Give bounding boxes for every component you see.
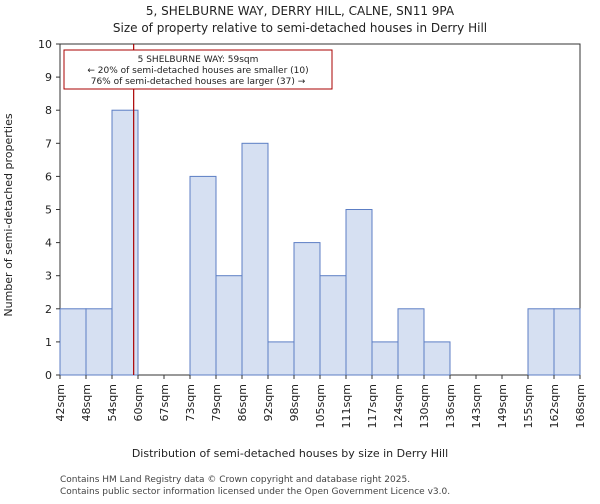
y-axis-label: Number of semi-detached properties	[2, 113, 15, 316]
bar-155sqm	[527, 308, 555, 376]
x-tick-label: 73sqm	[184, 384, 197, 421]
bar-48sqm	[85, 308, 113, 376]
x-tick-label: 98sqm	[288, 384, 301, 421]
annotation-line-2: ← 20% of semi-detached houses are smalle…	[87, 66, 308, 76]
annotation-box: 5 SHELBURNE WAY: 59sqm ← 20% of semi-det…	[63, 49, 333, 90]
x-tick-label: 117sqm	[366, 384, 379, 428]
x-tick-label: 79sqm	[210, 384, 223, 421]
annotation-line-3: 76% of semi-detached houses are larger (…	[91, 77, 306, 87]
x-tick-label: 143sqm	[470, 384, 483, 428]
x-tick-label: 162sqm	[548, 384, 561, 428]
x-tick-label: 124sqm	[392, 384, 405, 428]
bar-162sqm	[553, 308, 581, 376]
x-axis-ticks: 42sqm 48sqm 54sqm 60sqm 67sqm 73sqm 79sqm 86sqm…	[54, 375, 587, 428]
x-tick-label: 54sqm	[106, 384, 119, 421]
y-tick-label: 9	[45, 71, 52, 84]
x-tick-label: 155sqm	[522, 384, 535, 428]
x-tick-label: 42sqm	[54, 384, 67, 421]
bar-79sqm	[215, 275, 243, 376]
x-tick-label: 92sqm	[262, 384, 275, 421]
bar-98sqm	[293, 242, 321, 376]
x-tick-label: 149sqm	[496, 384, 509, 428]
x-tick-label: 60sqm	[132, 384, 145, 421]
y-tick-label: 5	[45, 204, 52, 217]
y-axis-ticks: 0 1 2 3 4 5 6 7 8 9 10	[38, 38, 60, 382]
bar-42sqm	[59, 308, 87, 376]
footer-line-2: Contains public sector information licen…	[60, 487, 450, 497]
y-tick-label: 10	[38, 38, 52, 51]
x-tick-label: 168sqm	[574, 384, 587, 428]
bar-73sqm	[189, 175, 217, 376]
x-tick-label: 136sqm	[444, 384, 457, 428]
x-axis-label: Distribution of semi-detached houses by …	[132, 447, 448, 460]
chart-title: 5, SHELBURNE WAY, DERRY HILL, CALNE, SN1…	[146, 4, 455, 18]
y-tick-label: 1	[45, 336, 52, 349]
x-tick-label: 86sqm	[236, 384, 249, 421]
x-tick-label: 111sqm	[340, 384, 353, 428]
x-tick-label: 67sqm	[158, 384, 171, 421]
x-tick-label: 105sqm	[314, 384, 327, 428]
y-tick-label: 2	[45, 303, 52, 316]
y-tick-label: 7	[45, 137, 52, 150]
bar-105sqm	[319, 275, 347, 376]
bar-124sqm	[397, 308, 425, 376]
y-tick-label: 8	[45, 104, 52, 117]
x-tick-label: 130sqm	[418, 384, 431, 428]
bar-130sqm	[423, 341, 451, 376]
bar-111sqm	[345, 209, 373, 376]
bar-86sqm	[241, 142, 269, 376]
annotation-line-1: 5 SHELBURNE WAY: 59sqm	[138, 55, 259, 65]
y-tick-label: 4	[45, 237, 52, 250]
bars-group	[59, 109, 581, 376]
bar-117sqm	[371, 341, 399, 376]
y-tick-label: 3	[45, 270, 52, 283]
annotation-frame	[63, 49, 333, 90]
bar-92sqm	[267, 341, 295, 376]
x-tick-label: 48sqm	[80, 384, 93, 421]
chart-subtitle: Size of property relative to semi-detach…	[113, 21, 487, 35]
footer-line-1: Contains HM Land Registry data © Crown c…	[60, 475, 410, 485]
y-tick-label: 0	[45, 369, 52, 382]
y-tick-label: 6	[45, 170, 52, 183]
